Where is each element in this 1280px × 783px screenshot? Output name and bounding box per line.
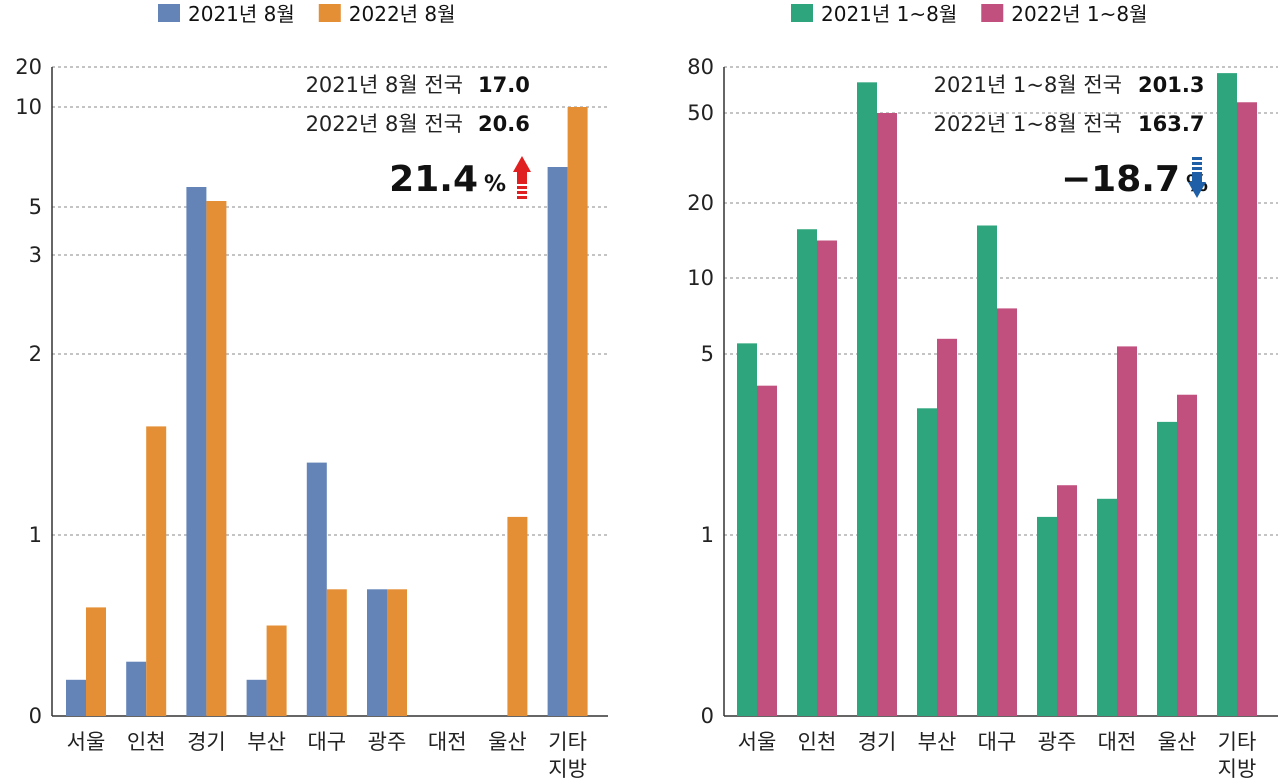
chart1-bar-s1-1 [126,661,147,716]
chart1-annotation-label: 2022년 8월 전국 [306,112,463,136]
chart2-bar-s2-7 [1177,394,1197,716]
chart2-bar-s2-2 [877,113,897,716]
chart2-bar-s2-1 [817,240,837,716]
down-arrow-shaft [1192,172,1202,182]
chart2-ytick-label: 0 [701,704,714,728]
chart1-legend-swatch-1 [158,4,180,22]
chart2-bar-s1-2 [857,82,877,717]
chart2-category-label: 부산 [918,730,957,754]
chart1-category-label: 광주 [368,730,407,754]
chart1-bar-s2-8 [567,107,588,716]
up-arrow-shaft [517,172,527,184]
chart1-annotation-value: 20.6 [478,112,530,136]
chart1-category-label: 기타 지방 [548,730,587,781]
down-arrow-icon [1188,157,1206,198]
chart2-bar-s2-0 [757,385,777,716]
chart2-annotation-label: 2021년 1~8월 전국 [934,73,1122,97]
chart2-ytick-label: 10 [687,266,714,290]
chart2-bar-s2-5 [1057,485,1077,716]
chart2-ytick-label: 1 [701,523,714,547]
chart2-bar-s1-3 [917,408,937,716]
down-arrow-head [1188,182,1206,198]
up-arrow-icon [513,156,531,199]
chart1-legend-swatch-2 [318,4,341,22]
chart1-bar-s1-4 [306,462,327,716]
down-arrow-bar [1192,157,1202,160]
chart2-bar-s1-1 [797,229,817,716]
chart1-bar-s1-2 [186,187,207,716]
chart1-bar-s1-0 [66,679,86,716]
chart2-annotation-label: 2022년 1~8월 전국 [934,112,1122,136]
chart2-legend-swatch-1 [791,4,813,22]
chart1-bar-s2-5 [387,589,407,716]
chart2-ytick-label: 20 [687,191,714,215]
chart1-category-label: 인천 [127,730,166,754]
chart2-legend-label-1: 2021년 1~8월 [821,2,957,26]
chart1-bar-s2-2 [206,201,227,716]
chart1-category-label: 경기 [187,730,226,754]
chart1-ytick-label: 3 [29,243,42,267]
chart1-category-label: 대구 [307,730,346,754]
chart1-bar-s2-1 [146,426,167,716]
chart1-category-label: 서울 [67,730,106,754]
chart1-legend-label-2: 2022년 8월 [349,2,456,26]
chart1-annotation-value: 17.0 [478,73,530,97]
chart2-annotation-value: 201.3 [1138,73,1204,97]
chart2-bar-s2-4 [997,308,1017,716]
chart2-category-label: 울산 [1158,730,1197,754]
chart2-category-label: 서울 [738,730,777,754]
chart1-ytick-label: 1 [29,523,42,547]
up-arrow-bar [517,196,527,199]
chart2-category-label: 기타 지방 [1218,730,1257,781]
chart1-change-unit: % [484,172,506,197]
chart1-ytick-label: 5 [29,195,42,219]
chart2-category-label: 대구 [978,730,1017,754]
chart2-bar-s1-5 [1037,516,1057,716]
chart2-category-label: 대전 [1098,730,1137,754]
chart1-category-label: 울산 [488,730,527,754]
chart2-bar-s1-7 [1157,421,1177,716]
chart1-bar-s2-4 [326,589,347,716]
down-arrow-bar [1192,167,1202,170]
chart2-category-label: 경기 [858,730,897,754]
chart1-change-value: 21.4 [389,159,478,200]
chart2-bar-s2-6 [1117,346,1137,716]
chart1-legend-label-1: 2021년 8월 [188,2,295,26]
chart2-legend-label-2: 2022년 1~8월 [1011,2,1147,26]
chart2-change-value: −18.7 [1061,159,1180,200]
chart1-bar-s1-8 [547,167,568,716]
chart2-legend-swatch-2 [981,4,1004,22]
down-arrow-bar [1192,162,1202,165]
chart1-ytick-label: 20 [15,55,42,79]
chart1-ytick-label: 0 [29,704,42,728]
up-arrow-head [513,156,531,172]
chart1-bar-s1-3 [246,679,267,716]
chart2-bar-s1-8 [1217,73,1237,717]
chart1-bar-s2-3 [266,625,287,716]
chart2-category-label: 광주 [1038,730,1077,754]
chart1-bar-s2-0 [86,607,106,716]
chart2-bar-s1-0 [737,343,757,716]
up-arrow-bar [517,191,527,194]
chart1-bar-s2-7 [507,516,528,716]
chart1-category-label: 부산 [247,730,286,754]
chart1-bar-s1-5 [367,589,387,716]
chart2-bar-s1-6 [1097,498,1117,716]
chart1-ytick-label: 10 [15,95,42,119]
chart2-bar-s2-8 [1237,102,1257,717]
chart1-annotation-label: 2021년 8월 전국 [306,73,463,97]
up-arrow-bar [517,186,527,189]
chart2-bar-s2-3 [937,338,957,716]
chart1-category-label: 대전 [428,730,467,754]
chart2-ytick-label: 50 [687,101,714,125]
chart2-category-label: 인천 [798,730,837,754]
chart1-ytick-label: 2 [29,342,42,366]
chart2-annotation-value: 163.7 [1138,112,1204,136]
chart2-ytick-label: 5 [701,342,714,366]
chart2-ytick-label: 80 [687,55,714,79]
chart2-bar-s1-4 [977,225,997,716]
